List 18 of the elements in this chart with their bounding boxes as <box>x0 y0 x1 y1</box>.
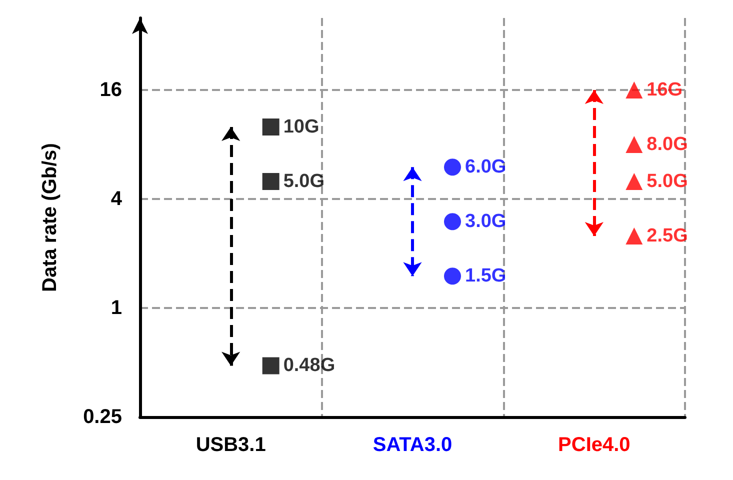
data-label: 1.5G <box>465 266 506 287</box>
x-tick-label: USB3.1 <box>196 434 266 456</box>
x-tick-label: SATA3.0 <box>372 434 452 456</box>
y-tick-label: 1 <box>110 297 122 320</box>
data-label: 10G <box>283 116 320 138</box>
y-tick-label: 16 <box>100 79 122 102</box>
data-label: 2.5G <box>646 225 688 246</box>
x-tick-label: PCIe4.0 <box>558 434 630 456</box>
data-label: 0.48G <box>283 355 336 376</box>
data-label: 5.0G <box>646 170 688 192</box>
data-label: 16G <box>646 80 683 101</box>
y-tick-label: 0.25 <box>83 406 122 428</box>
data-label: 6.0G <box>465 156 506 178</box>
y-tick-label: 4 <box>110 188 123 210</box>
data-label: 8.0G <box>646 134 688 156</box>
data-label: 5.0G <box>283 170 325 192</box>
data-label: 3.0G <box>465 211 506 232</box>
y-axis-title: Data rate (Gb/s) <box>39 143 61 292</box>
